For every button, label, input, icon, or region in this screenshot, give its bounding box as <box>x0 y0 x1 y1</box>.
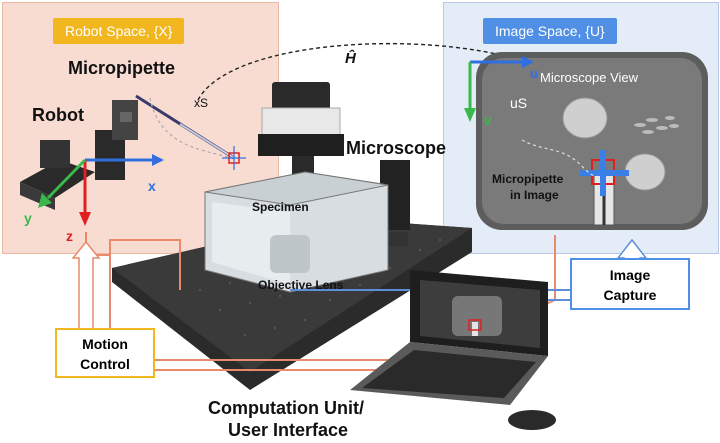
cell-cluster <box>634 116 679 134</box>
image-capture-box: Image Capture <box>570 258 690 310</box>
robot-label: Robot <box>32 105 84 125</box>
robot-y-label: y <box>24 210 32 226</box>
micropipette-in-image-label-1: Micropipette <box>492 172 564 186</box>
robot-body <box>20 100 138 210</box>
image-space-tag: Image Space, {U} <box>483 18 617 44</box>
transform-arc <box>197 42 521 101</box>
motion-control-line-1: Motion <box>82 336 128 352</box>
objective-lens-label: Objective Lens <box>258 278 344 292</box>
robot-y-axis <box>46 158 87 200</box>
us-label: uS <box>510 95 528 111</box>
computation-label-2: User Interface <box>228 420 349 440</box>
h-hat-label: Ĥ <box>345 50 356 67</box>
motion-arrow <box>71 240 101 331</box>
specimen-label: Specimen <box>252 200 309 214</box>
image-capture-line-1: Image <box>609 267 651 283</box>
laptop <box>350 270 548 405</box>
mouse <box>508 410 556 430</box>
micropipette-in-image-label-2: in Image <box>510 188 559 202</box>
motion-control-line-2: Control <box>80 356 130 372</box>
image-u-label: u <box>530 66 538 81</box>
micropipette-label: Micropipette <box>68 58 176 78</box>
microscope-view-label: Microscope View <box>540 70 639 85</box>
image-v-label: v <box>484 112 492 128</box>
image-capture-line-2: Capture <box>603 287 657 303</box>
robot-z-label: z <box>66 228 73 244</box>
microscope-label: Microscope <box>346 138 447 158</box>
robot-x-label: x <box>148 178 156 194</box>
pipette-arc <box>149 97 231 159</box>
computation-label-1: Computation Unit/ <box>208 398 364 418</box>
xs-label: xS <box>194 96 209 110</box>
motion-control-box: Motion Control <box>55 328 155 378</box>
robot-space-tag: Robot Space, {X} <box>53 18 185 44</box>
specimen-container <box>204 171 389 293</box>
